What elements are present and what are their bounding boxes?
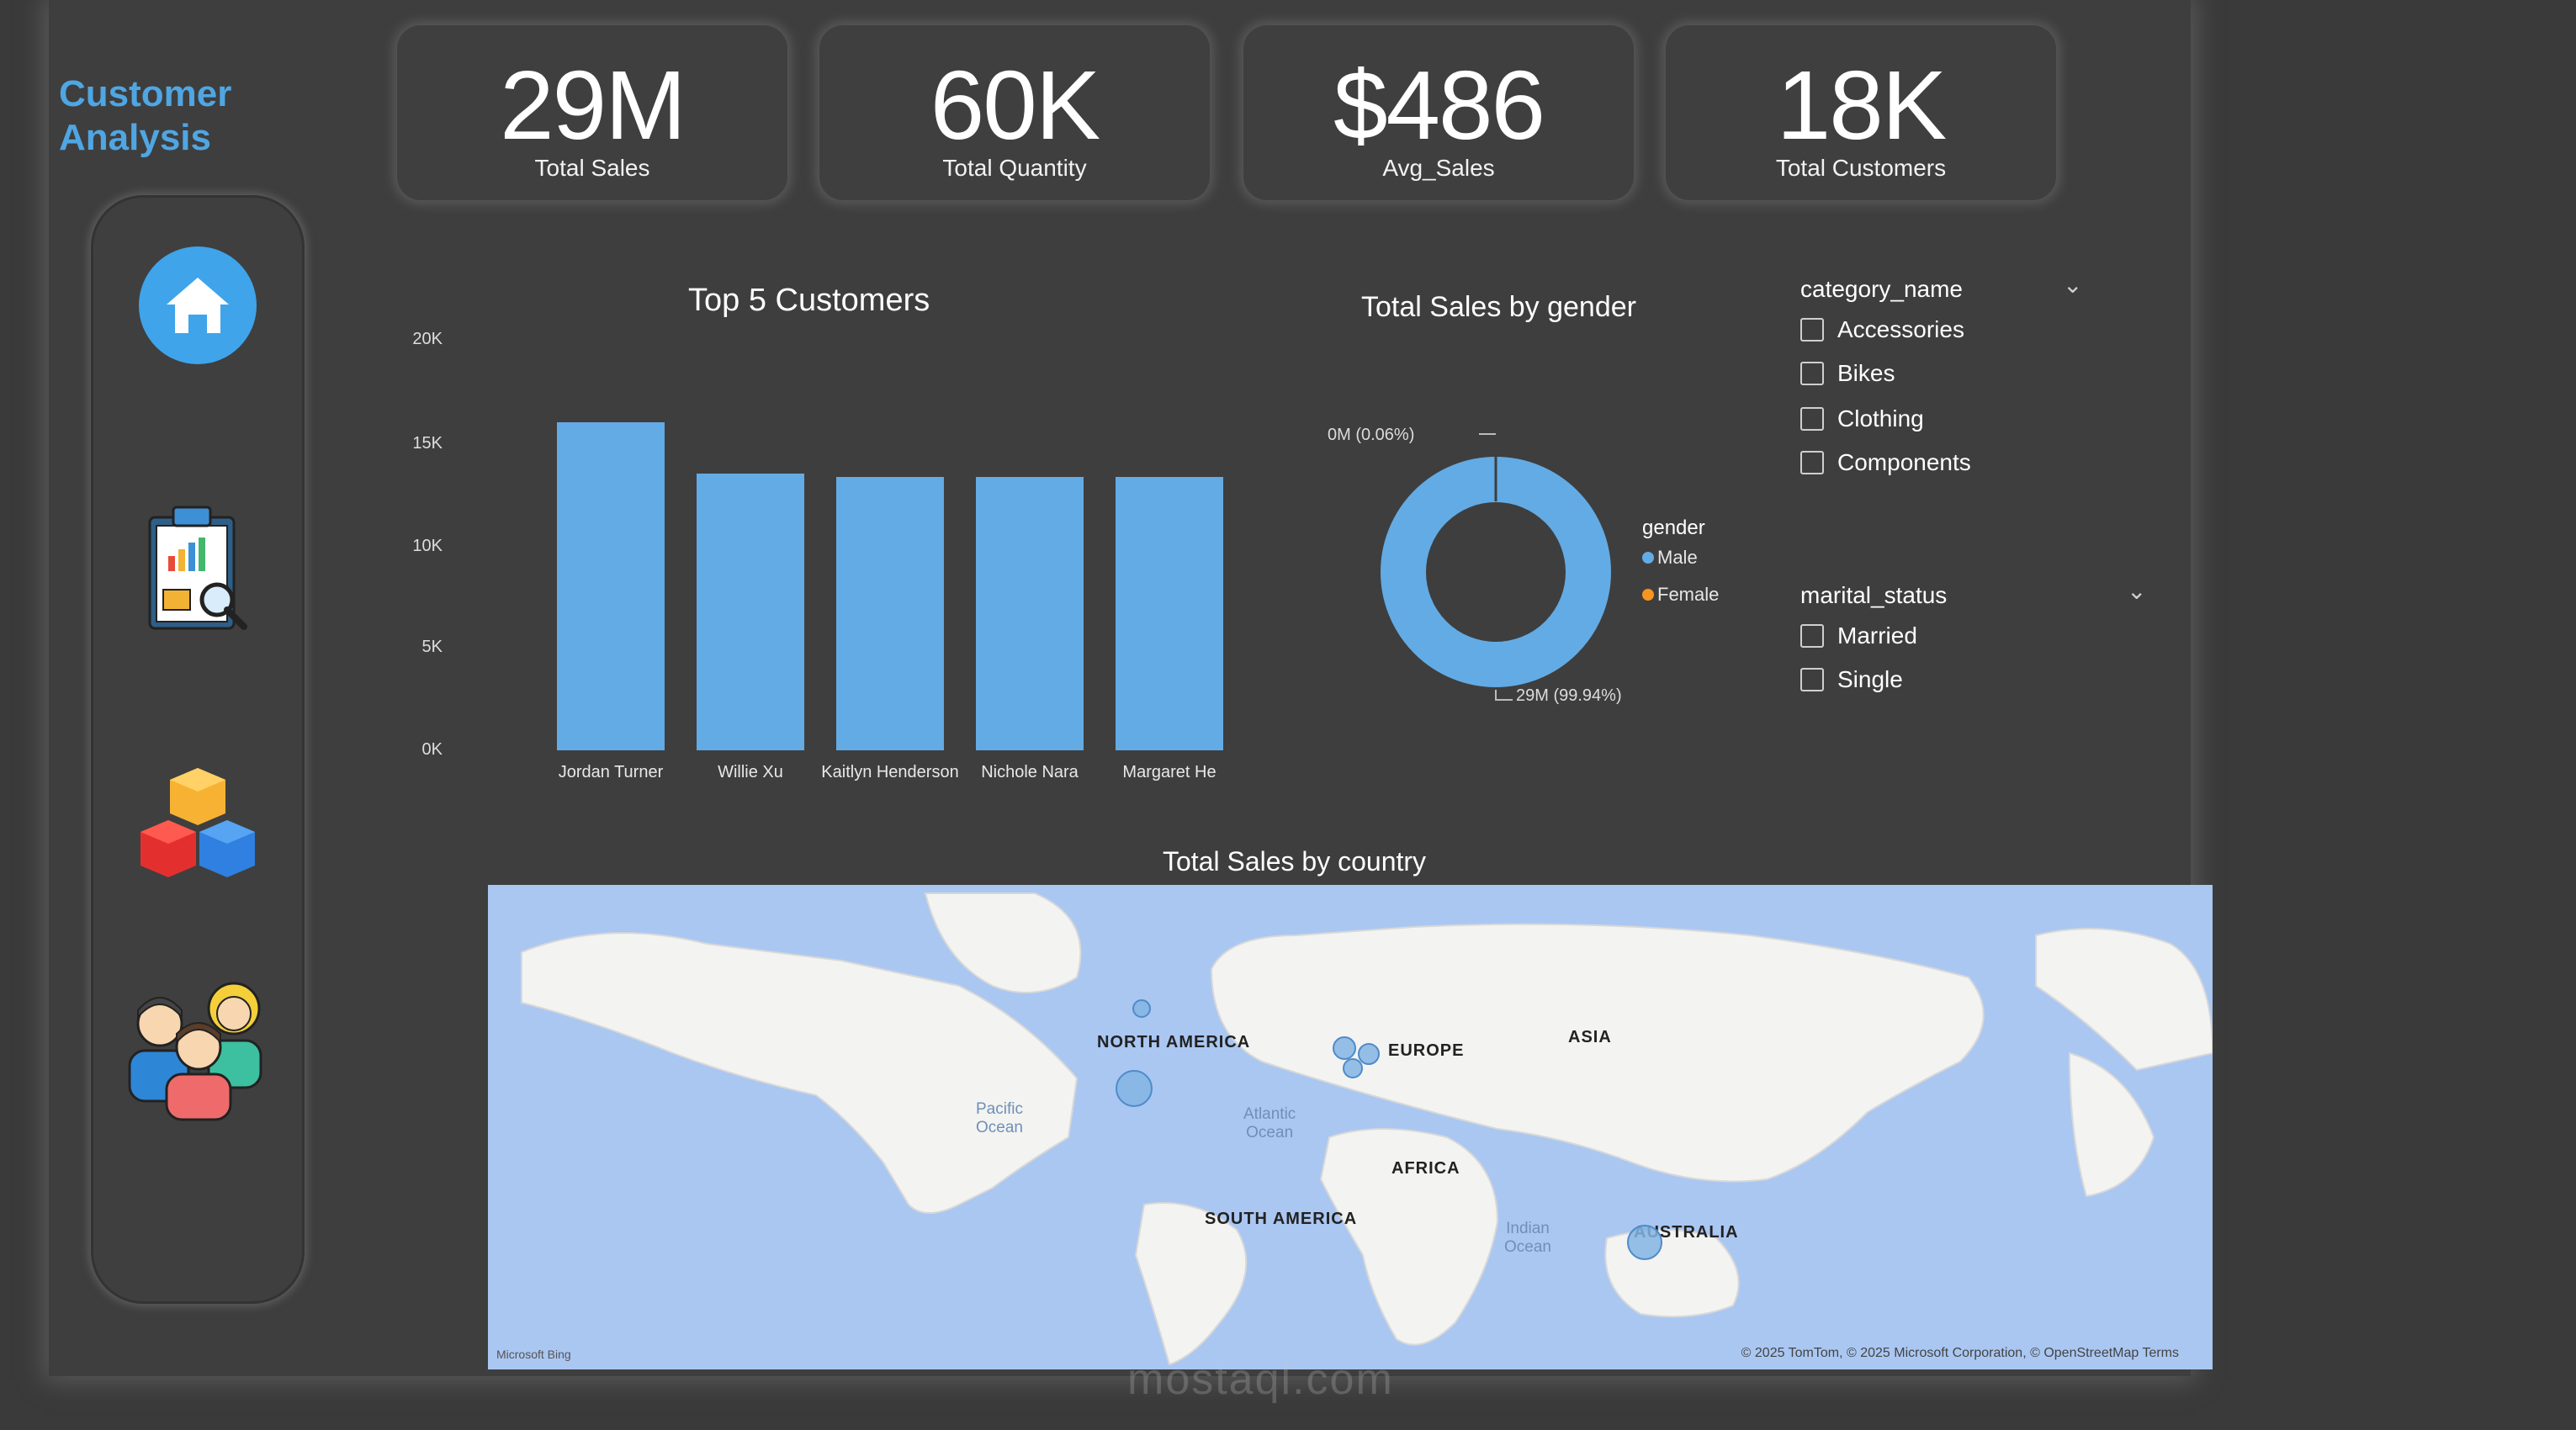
slicer-option-components[interactable]: Components [1800, 449, 1971, 476]
label-leader-large [1495, 690, 1513, 701]
legend-item-male[interactable]: Male [1642, 547, 1698, 569]
donut-label-male: 29M (99.94%) [1516, 686, 1622, 705]
x-label-nichole-nara: Nichole Nara [981, 763, 1079, 781]
donut-slice-male[interactable] [1381, 457, 1611, 687]
x-label-kaitlyn-henderson: Kaitlyn Henderson [821, 763, 959, 781]
label-pacific-ocean: Pacific Ocean [976, 1100, 1023, 1136]
bar-nichole-nara[interactable] [976, 477, 1084, 750]
label-africa: AFRICA [1391, 1159, 1460, 1178]
bubble-canada[interactable] [1132, 999, 1151, 1018]
kpi-card-total-quantity: 60K Total Quantity [819, 25, 1210, 200]
checkbox[interactable] [1800, 407, 1824, 431]
category-slicer-title: category_name [1800, 276, 1964, 302]
checkbox[interactable] [1800, 624, 1824, 648]
bubble-germany[interactable] [1358, 1043, 1380, 1065]
donut-chart-title: Total Sales by gender [1361, 291, 1636, 323]
legend-item-female[interactable]: Female [1642, 584, 1719, 606]
bar-chart-title: Top 5 Customers [688, 283, 930, 318]
chevron-down-icon[interactable]: ⌄ [2063, 272, 2083, 298]
slicer-option-bikes[interactable]: Bikes [1800, 360, 1895, 387]
y-tick-20k: 20K [412, 330, 443, 348]
slicer-option-clothing[interactable]: Clothing [1800, 405, 1924, 432]
checkbox[interactable] [1800, 451, 1824, 474]
slicer-option-married[interactable]: Married [1800, 622, 1917, 649]
product-nav-button[interactable] [135, 761, 261, 892]
world-map-landmass [521, 892, 2213, 1366]
checkbox[interactable] [1800, 318, 1824, 342]
customers-group-icon [128, 982, 262, 1121]
customers-nav-button[interactable] [118, 967, 278, 1131]
checkbox[interactable] [1800, 668, 1824, 691]
bar-kaitlyn-henderson[interactable] [836, 477, 944, 750]
report-canvas: Customer Analysis [49, 0, 2213, 1376]
x-label-margaret-he: Margaret He [1122, 763, 1216, 781]
label-asia: ASIA [1568, 1028, 1612, 1046]
kpi-card-total-customers: 18K Total Customers [1666, 25, 2056, 200]
report-clipboard-icon [148, 506, 247, 630]
bubble-united-kingdom[interactable] [1333, 1036, 1356, 1060]
bar-jordan-turner[interactable] [557, 421, 665, 750]
kpi-card-avg-sales: $486 Avg_Sales [1243, 25, 1634, 200]
chevron-down-icon[interactable]: ⌄ [2127, 578, 2147, 604]
y-tick-10k: 10K [412, 537, 443, 555]
map-title: Total Sales by country [1163, 846, 1427, 877]
legend-dot-female [1642, 589, 1654, 601]
slicer-option-accessories[interactable]: Accessories [1800, 316, 1964, 343]
gender-donut-chart[interactable] [1328, 404, 1664, 740]
bubble-france[interactable] [1343, 1058, 1363, 1078]
label-north-america: NORTH AMERICA [1097, 1033, 1251, 1051]
x-label-jordan-turner: Jordan Turner [558, 763, 664, 781]
sales-map[interactable]: NORTH AMERICA EUROPE ASIA AFRICA SOUTH A… [488, 885, 2213, 1369]
bubble-australia[interactable] [1627, 1225, 1662, 1260]
y-tick-15k: 15K [412, 434, 443, 453]
map-attribution[interactable]: © 2025 TomTom, © 2025 Microsoft Corporat… [1741, 1346, 2179, 1360]
legend-title: gender [1642, 516, 1705, 539]
navigation-panel [91, 195, 305, 1304]
label-indian-ocean: Indian Ocean [1504, 1220, 1551, 1256]
map-provider-logo: Microsoft Bing [496, 1348, 571, 1361]
marital-slicer-title: marital_status [1800, 582, 1948, 608]
product-cubes-icon [140, 768, 255, 877]
y-tick-0k: 0K [421, 740, 443, 759]
home-icon [167, 278, 229, 333]
label-atlantic-ocean: Atlantic Ocean [1243, 1105, 1296, 1141]
bar-margaret-he[interactable] [1116, 477, 1223, 750]
donut-label-female: 0M (0.06%) [1328, 426, 1415, 444]
label-europe: EUROPE [1388, 1041, 1465, 1060]
legend-dot-male [1642, 552, 1654, 564]
bar-willie-xu[interactable] [697, 473, 804, 750]
bubble-united-states[interactable] [1116, 1070, 1153, 1107]
report-nav-button[interactable] [143, 500, 252, 639]
label-south-america: SOUTH AMERICA [1205, 1210, 1358, 1228]
kpi-card-total-sales: 29M Total Sales [397, 25, 787, 200]
watermark: mostaql.com [1127, 1355, 1394, 1404]
report-title: Customer Analysis [59, 73, 232, 158]
slicer-option-single[interactable]: Single [1800, 666, 1903, 693]
checkbox[interactable] [1800, 362, 1824, 385]
home-button[interactable] [139, 246, 257, 364]
x-label-willie-xu: Willie Xu [718, 763, 783, 781]
y-tick-5k: 5K [421, 638, 443, 656]
